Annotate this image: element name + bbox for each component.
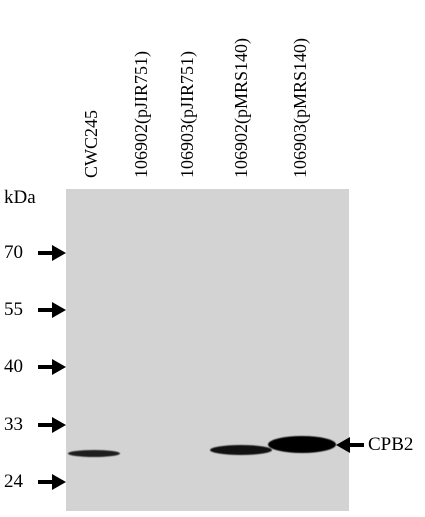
arrow-right-icon	[38, 417, 66, 433]
lane-label-5: 106903(pMRS140)	[290, 37, 310, 178]
band-lane-4	[210, 445, 272, 455]
band-lane-5	[268, 436, 336, 453]
marker-value: 40	[4, 356, 23, 377]
blot-membrane	[66, 189, 349, 511]
lane-label-3: 106903(pJIR751)	[177, 51, 197, 178]
marker-70: 70	[4, 242, 66, 264]
lane-label-2: 106902(pJIR751)	[131, 51, 151, 178]
cpb2-pointer: CPB2	[336, 433, 413, 457]
lane-label-4: 106902(pMRS140)	[231, 37, 251, 178]
marker-55: 55	[4, 299, 66, 321]
marker-24: 24	[4, 471, 66, 493]
arrow-right-icon	[38, 359, 66, 375]
marker-33: 33	[4, 414, 66, 436]
arrow-left-icon	[336, 437, 364, 453]
arrow-right-icon	[38, 474, 66, 490]
lane-label-1: CWC245	[81, 109, 101, 178]
marker-value: 24	[4, 471, 23, 492]
marker-value: 70	[4, 242, 23, 263]
kda-label: kDa	[4, 187, 36, 208]
arrow-right-icon	[38, 302, 66, 318]
marker-40: 40	[4, 356, 66, 378]
band-label: CPB2	[368, 434, 414, 455]
band-lane-1	[68, 450, 120, 457]
marker-value: 33	[4, 414, 23, 435]
arrow-right-icon	[38, 245, 66, 261]
marker-value: 55	[4, 299, 23, 320]
